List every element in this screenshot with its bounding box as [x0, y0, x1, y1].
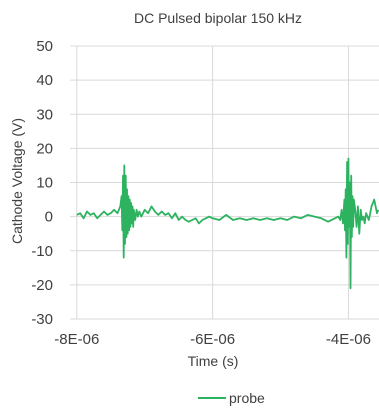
legend: probe [198, 390, 265, 406]
y-tick-label: 0 [45, 209, 53, 226]
x-axis-ticks: -8E-06 -6E-06 -4E-06 [54, 331, 371, 348]
y-axis-ticks: -30 -20 -10 0 10 20 30 40 50 [31, 38, 53, 328]
y-tick-label: -10 [31, 243, 53, 260]
y-tick-label: 10 [36, 175, 53, 192]
y-tick-label: 40 [36, 72, 53, 89]
x-axis-title: Time (s) [188, 353, 239, 369]
y-tick-label: -20 [31, 277, 53, 294]
legend-label-probe: probe [229, 390, 265, 406]
x-tick-label: -4E-06 [326, 331, 371, 348]
x-tick-label: -6E-06 [190, 331, 235, 348]
series-line-probe [76, 157, 379, 290]
y-axis-title: Cathode Voltage (V) [9, 118, 25, 244]
grid [70, 45, 379, 320]
series-layer [76, 157, 379, 290]
y-tick-label: 50 [36, 38, 53, 55]
x-tick-label: -8E-06 [54, 331, 99, 348]
chart-title: DC Pulsed bipolar 150 kHz [134, 10, 302, 26]
y-tick-label: -30 [31, 311, 53, 328]
y-tick-label: 30 [36, 106, 53, 123]
y-tick-label: 20 [36, 140, 53, 157]
